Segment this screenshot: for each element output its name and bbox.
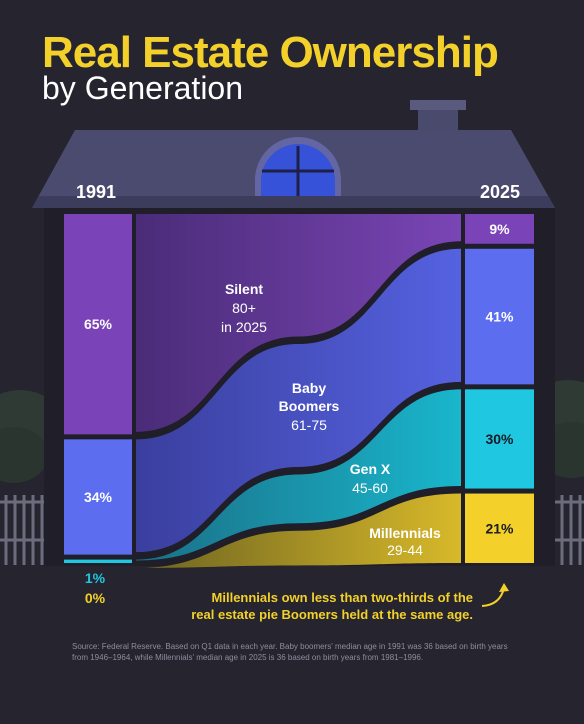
- series-name-silent: Silent: [225, 281, 263, 297]
- value-label-boomers-2025: 41%: [485, 309, 514, 325]
- series-name-millennials: Millennials: [369, 525, 441, 541]
- series-name-genx: Gen X: [350, 461, 391, 477]
- label-silent: Silent 80+ in 2025: [221, 281, 267, 335]
- chart-subtitle: by Generation: [42, 70, 244, 106]
- value-label-boomers-1991: 34%: [84, 489, 113, 505]
- annotation-line-1: Millennials own less than two-thirds of …: [212, 590, 473, 605]
- chart-title: Real Estate Ownership: [42, 28, 499, 77]
- series-sub-millennials: 29-44: [387, 542, 423, 558]
- bar-genx-1991: [64, 559, 132, 563]
- bar-boomers-2025: [465, 248, 534, 385]
- value-label-millennials-2025: 21%: [485, 520, 514, 536]
- bar-millennials-2025: [465, 493, 534, 563]
- value-label-genx-1991: 1%: [85, 570, 106, 586]
- source-note: Source: Federal Reserve. Based on Q1 dat…: [72, 642, 508, 662]
- label-genx: Gen X 45-60: [350, 461, 391, 496]
- flow-divider-genx: [135, 486, 462, 566]
- value-label-silent-1991: 65%: [84, 316, 113, 332]
- flow-area-genx: [136, 389, 461, 563]
- value-label-silent-2025: 9%: [489, 221, 510, 237]
- annotation: Millennials own less than two-thirds of …: [191, 583, 509, 622]
- fence-left: [0, 495, 45, 565]
- label-millennials: Millennials 29-44: [369, 525, 441, 558]
- bar-silent-1991: [64, 214, 132, 435]
- flow-area-millennials: [136, 493, 461, 568]
- bar-boomers-1991: [64, 439, 132, 555]
- arrow-head-icon: [499, 583, 509, 592]
- label-boomers: Baby Boomers 61-75: [279, 380, 340, 433]
- flow-area-boomers: [136, 248, 461, 555]
- series-sub-silent: 80+: [232, 300, 256, 316]
- chimney-body: [418, 110, 458, 132]
- value-label-millennials-1991: 0%: [85, 590, 106, 606]
- window-icon: [255, 137, 341, 196]
- value-label-genx-2025: 30%: [485, 431, 514, 447]
- flow-divider-silent: [135, 241, 462, 437]
- series-name-boomers-2: Boomers: [279, 398, 340, 414]
- series-sub-boomers: 61-75: [291, 417, 327, 433]
- roof-shade: [32, 196, 555, 208]
- bar-genx-2025: [465, 389, 534, 489]
- series-sub2-silent: in 2025: [221, 319, 267, 335]
- flow-divider-boomers: [135, 381, 462, 558]
- year-label-start: 1991: [76, 182, 116, 202]
- series-sub-genx: 45-60: [352, 480, 388, 496]
- annotation-line-2: real estate pie Boomers held at the same…: [191, 607, 473, 622]
- flow-area-silent: [136, 214, 461, 435]
- year-label-end: 2025: [480, 182, 520, 202]
- series-name-boomers-1: Baby: [292, 380, 326, 396]
- bar-silent-2025: [465, 214, 534, 244]
- chimney: [410, 100, 466, 110]
